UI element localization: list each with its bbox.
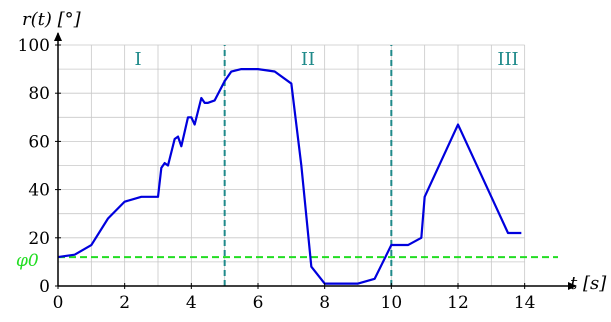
- phase-label: I: [134, 49, 141, 70]
- x-axis-label: t [s]: [570, 273, 607, 294]
- x-tick-label: 12: [447, 293, 469, 313]
- y-tick-label: 0: [39, 277, 50, 297]
- x-tick-labels: 0 2 4 6 8 10 12 14: [53, 293, 536, 313]
- phase-label: II: [301, 49, 315, 70]
- grid: [58, 44, 526, 286]
- series-line: [57, 68, 522, 285]
- y-axis-label: r(t) [°]: [22, 9, 82, 30]
- x-tick-label: 8: [319, 293, 330, 313]
- y-tick-label: 80: [28, 84, 50, 104]
- x-tick-label: 10: [381, 293, 403, 313]
- x-tick-label: 14: [514, 293, 536, 313]
- y-tick-label: 60: [28, 132, 50, 152]
- phase-labels: I II III: [134, 49, 518, 70]
- y-tick-label: 100: [18, 36, 50, 56]
- series-group: [57, 68, 522, 285]
- x-tick-label: 0: [53, 293, 64, 313]
- phase-label: III: [497, 49, 518, 70]
- y-tick-label: 40: [28, 181, 50, 201]
- reference-label: φ0: [16, 251, 39, 271]
- y-tick-labels: 0 20 40 60 80 100: [18, 36, 50, 297]
- x-tick-label: 6: [253, 293, 264, 313]
- axes: [54, 32, 577, 290]
- x-tick-label: 2: [119, 293, 130, 313]
- x-tick-label: 4: [186, 293, 197, 313]
- y-tick-label: 20: [28, 229, 50, 249]
